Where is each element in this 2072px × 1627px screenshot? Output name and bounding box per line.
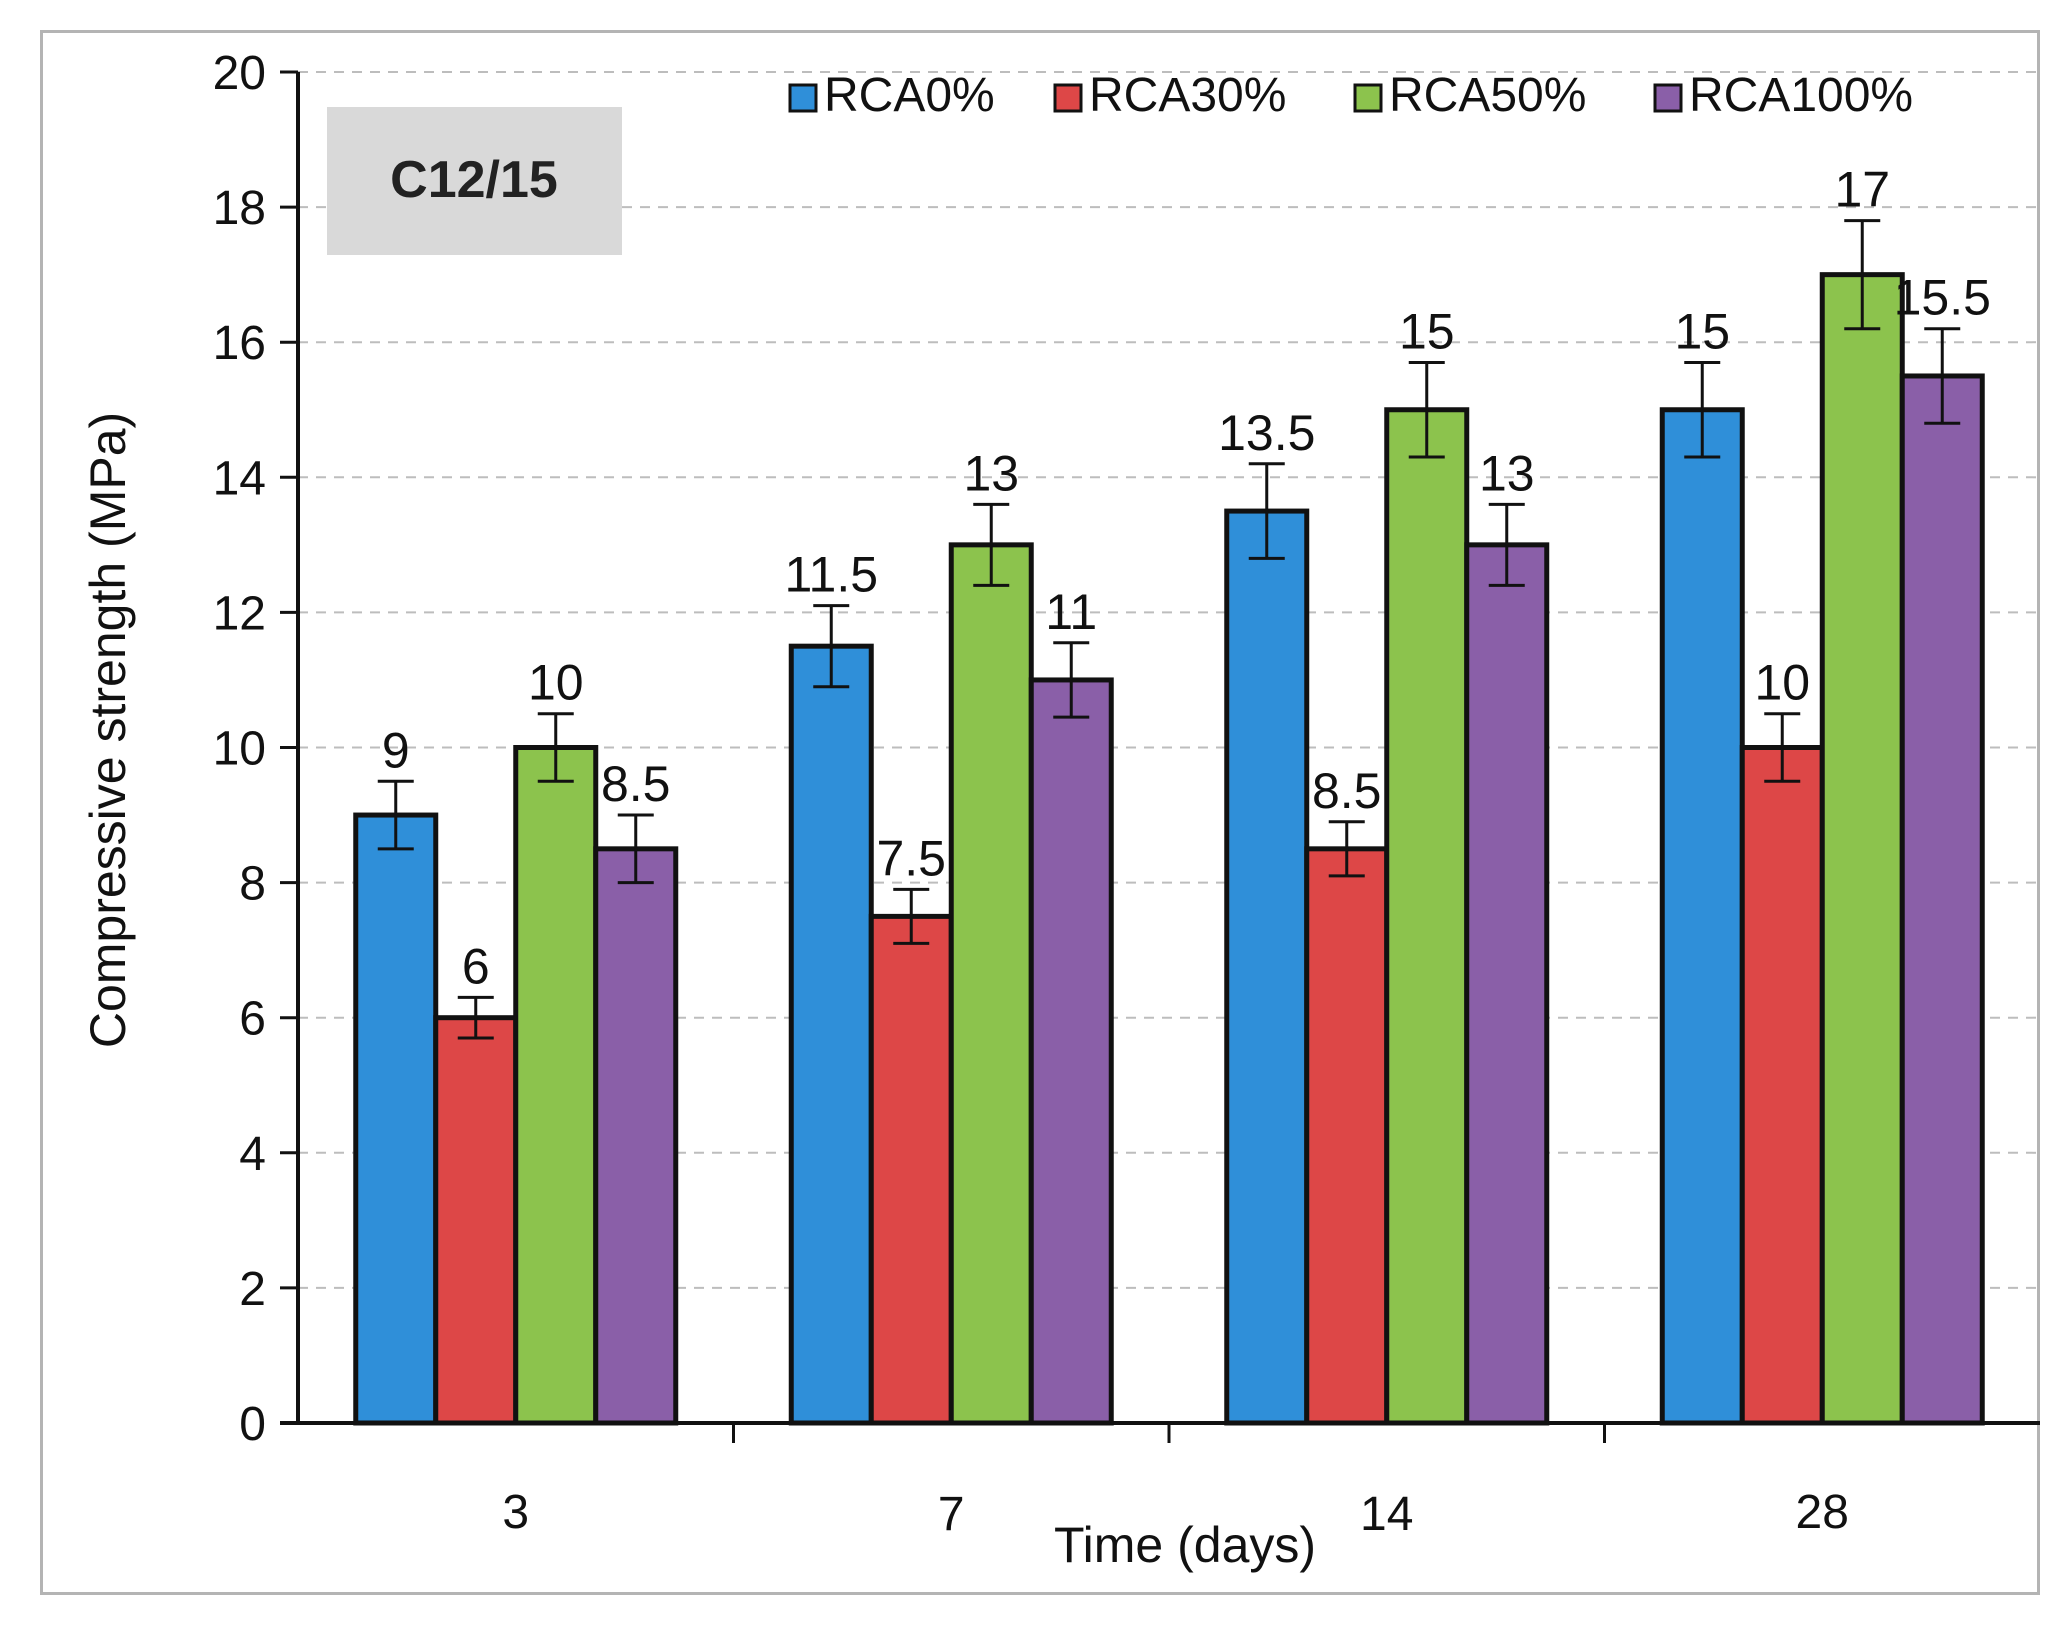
bar [1739,745,1825,1426]
bar [1384,407,1470,1426]
legend-label: RCA50% [1389,69,1586,122]
y-tick-label: 16 [213,317,266,370]
legend-label: RCA100% [1689,69,1913,122]
bars [353,272,1985,1426]
bar [788,643,874,1426]
axes [280,70,2040,1443]
legend-label: RCA30% [1089,69,1286,122]
error-bars [377,219,1961,1040]
legend: RCA0% RCA30% RCA50% RCA100% [788,69,1913,122]
data-labels: 9 11.5 13.5 15 6 7.5 8.5 10 10 13 15 17 8.5 11 13 15.5 [382,162,1991,995]
y-tick-label: 14 [213,452,266,505]
legend-swatch [1053,83,1083,113]
data-label: 7.5 [876,830,946,886]
data-label: 8.5 [601,756,671,812]
bar [1028,677,1114,1426]
data-label: 15 [1399,303,1455,359]
data-label: 17 [1834,162,1890,218]
legend-label: RCA0% [824,69,995,122]
y-tick-label: 2 [239,1263,266,1316]
x-tick-label: 28 [1796,1486,1849,1539]
x-tick-labels: 3 7 14 28 [502,1486,1849,1541]
legend-swatch [1353,83,1383,113]
bar [948,542,1034,1426]
y-axis-title: Compressive strength (MPa) [80,412,136,1048]
data-label: 13 [963,445,1019,501]
data-label: 15 [1674,303,1730,359]
data-label: 15.5 [1894,270,1991,326]
x-tick-label: 7 [938,1488,965,1541]
data-label: 11 [1045,584,1097,640]
bar [1819,272,1905,1426]
x-axis-title: Time (days) [1054,1517,1316,1573]
y-tick-label: 8 [239,858,266,911]
y-tick-label: 0 [239,1398,266,1451]
y-tick-labels: 0 2 4 6 8 10 12 14 16 18 20 [213,47,266,1451]
bar [1899,373,1985,1426]
data-label: 6 [462,938,490,994]
bar [353,812,439,1426]
bar [1304,846,1390,1426]
x-tick-label: 3 [502,1486,529,1539]
data-label: 8.5 [1312,763,1382,819]
bar [433,1015,519,1426]
y-tick-label: 12 [213,587,266,640]
bar [868,913,954,1426]
data-label: 13 [1479,445,1535,501]
x-tick-label: 14 [1360,1488,1413,1541]
data-label: 9 [382,722,410,778]
y-tick-label: 10 [213,723,266,776]
data-label: 10 [528,655,584,711]
data-label: 10 [1754,655,1810,711]
bar [593,846,679,1426]
y-tick-label: 20 [213,47,266,100]
data-label: 13.5 [1218,405,1315,461]
y-tick-label: 18 [213,182,266,235]
legend-swatch [1653,83,1683,113]
data-label: 11.5 [784,547,878,603]
chart-badge-box [327,107,622,255]
y-tick-label: 6 [239,993,266,1046]
chart-badge: C12/15 [390,151,558,209]
bar [1659,407,1745,1426]
legend-swatch [788,83,818,113]
bar [513,745,599,1426]
bar [1464,542,1550,1426]
y-tick-label: 4 [239,1128,266,1181]
bar [1224,508,1310,1426]
